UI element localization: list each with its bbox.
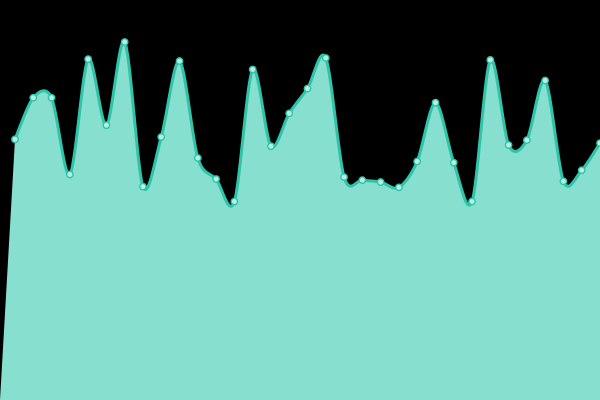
- area-line-path: [13, 40, 600, 208]
- data-point-marker[interactable]: [11, 135, 19, 144]
- data-point-marker[interactable]: [541, 76, 550, 85]
- area-fill-path: [0, 41, 600, 400]
- data-point-marker[interactable]: [248, 65, 257, 74]
- data-point-marker[interactable]: [395, 183, 403, 192]
- data-point-marker[interactable]: [504, 141, 513, 149]
- data-point-marker[interactable]: [102, 121, 111, 130]
- data-point-marker[interactable]: [449, 158, 458, 167]
- data-point-marker[interactable]: [175, 57, 184, 65]
- data-point-marker[interactable]: [285, 109, 294, 118]
- data-point-marker[interactable]: [321, 54, 330, 62]
- data-point-marker[interactable]: [303, 84, 312, 93]
- data-point-marker[interactable]: [559, 177, 568, 186]
- data-point-marker[interactable]: [47, 93, 56, 102]
- data-point-marker[interactable]: [267, 142, 275, 151]
- data-point-marker[interactable]: [413, 157, 422, 166]
- data-point-marker[interactable]: [230, 197, 239, 206]
- data-point-marker[interactable]: [157, 133, 166, 141]
- data-point-marker[interactable]: [577, 166, 586, 175]
- data-point-marker[interactable]: [212, 175, 220, 183]
- data-point-marker[interactable]: [340, 173, 348, 182]
- data-point-marker[interactable]: [522, 136, 531, 144]
- data-point-marker[interactable]: [120, 38, 129, 46]
- data-point-marker[interactable]: [193, 154, 202, 162]
- data-point-marker[interactable]: [376, 178, 385, 186]
- data-point-marker[interactable]: [358, 176, 367, 185]
- data-point-marker[interactable]: [84, 55, 93, 64]
- data-point-marker[interactable]: [139, 182, 147, 191]
- data-point-marker[interactable]: [486, 56, 495, 64]
- data-point-marker[interactable]: [29, 93, 38, 102]
- data-point-marker[interactable]: [468, 197, 476, 206]
- data-point-marker[interactable]: [65, 170, 74, 179]
- data-point-marker[interactable]: [431, 98, 440, 107]
